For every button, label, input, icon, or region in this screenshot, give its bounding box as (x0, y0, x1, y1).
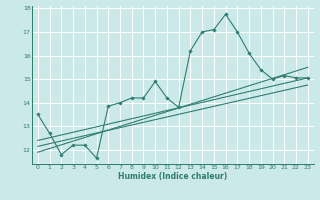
X-axis label: Humidex (Indice chaleur): Humidex (Indice chaleur) (118, 172, 228, 181)
